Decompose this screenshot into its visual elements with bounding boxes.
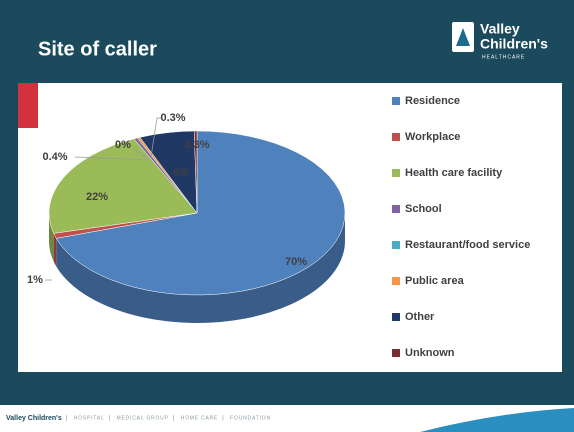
pie-side <box>49 213 54 262</box>
pie-slice <box>193 130 198 214</box>
legend-label: Residence <box>405 95 460 107</box>
legend-swatch <box>392 277 400 285</box>
footer-separator: | <box>173 416 175 422</box>
footer-item: HOSPITAL <box>74 415 105 421</box>
legend-swatch <box>392 349 400 357</box>
legend-swatch <box>392 169 400 177</box>
accent <box>18 83 38 128</box>
logo-text: Valley <box>480 21 520 37</box>
legend-label: Restaurant/food service <box>405 239 530 251</box>
data-label: 0.3% <box>184 139 209 151</box>
legend-swatch <box>392 205 400 213</box>
legend: Residence Workplace Health care facility Sc… <box>392 95 530 359</box>
data-label: 0.3% <box>160 112 185 124</box>
legend-label: Health care facility <box>405 167 503 179</box>
footer-separator: | <box>222 416 224 422</box>
data-label: 1% <box>27 274 43 286</box>
data-label: 70% <box>285 256 307 268</box>
leader-line <box>150 117 161 158</box>
footer-item: FOUNDATION <box>230 415 271 421</box>
footer-swoosh <box>420 408 574 432</box>
slide-title: Site of caller <box>38 38 157 60</box>
legend-swatch <box>392 97 400 105</box>
logo-text: Children's <box>480 36 548 52</box>
footer-item: HOME CARE <box>181 415 218 421</box>
legend-label: Workplace <box>405 131 460 143</box>
logo-icon-mark <box>456 28 470 46</box>
legend-label: Public area <box>405 275 465 287</box>
footer-item: MEDICAL GROUP <box>117 415 169 421</box>
logo-subtext: HEALTHCARE <box>482 54 525 60</box>
pie-slice <box>48 138 198 234</box>
data-label: 0% <box>115 139 131 151</box>
legend-swatch <box>392 313 400 321</box>
data-label: 0.4% <box>42 151 67 163</box>
pie-slice <box>55 130 346 296</box>
footer: Valley Children's | HOSPITAL | MEDICAL GROUP… <box>6 415 271 422</box>
leader-line <box>132 148 149 159</box>
pie: 70% 1% 22% 0.4% 0% 0.3% 6% 0.3% <box>27 112 346 323</box>
pie-side <box>56 213 345 323</box>
footer-separator: | <box>109 416 111 422</box>
data-label: 6% <box>173 167 189 179</box>
legend-swatch <box>392 241 400 249</box>
legend-swatch <box>392 133 400 141</box>
pie-side <box>53 233 57 267</box>
legend-label: Unknown <box>405 347 455 359</box>
legend-label: Other <box>405 311 435 323</box>
data-label: 22% <box>86 191 108 203</box>
footer-separator: | <box>66 416 68 422</box>
legend-label: School <box>405 203 442 215</box>
leader-line <box>74 156 151 161</box>
footer-item: Valley Children's <box>6 415 62 422</box>
